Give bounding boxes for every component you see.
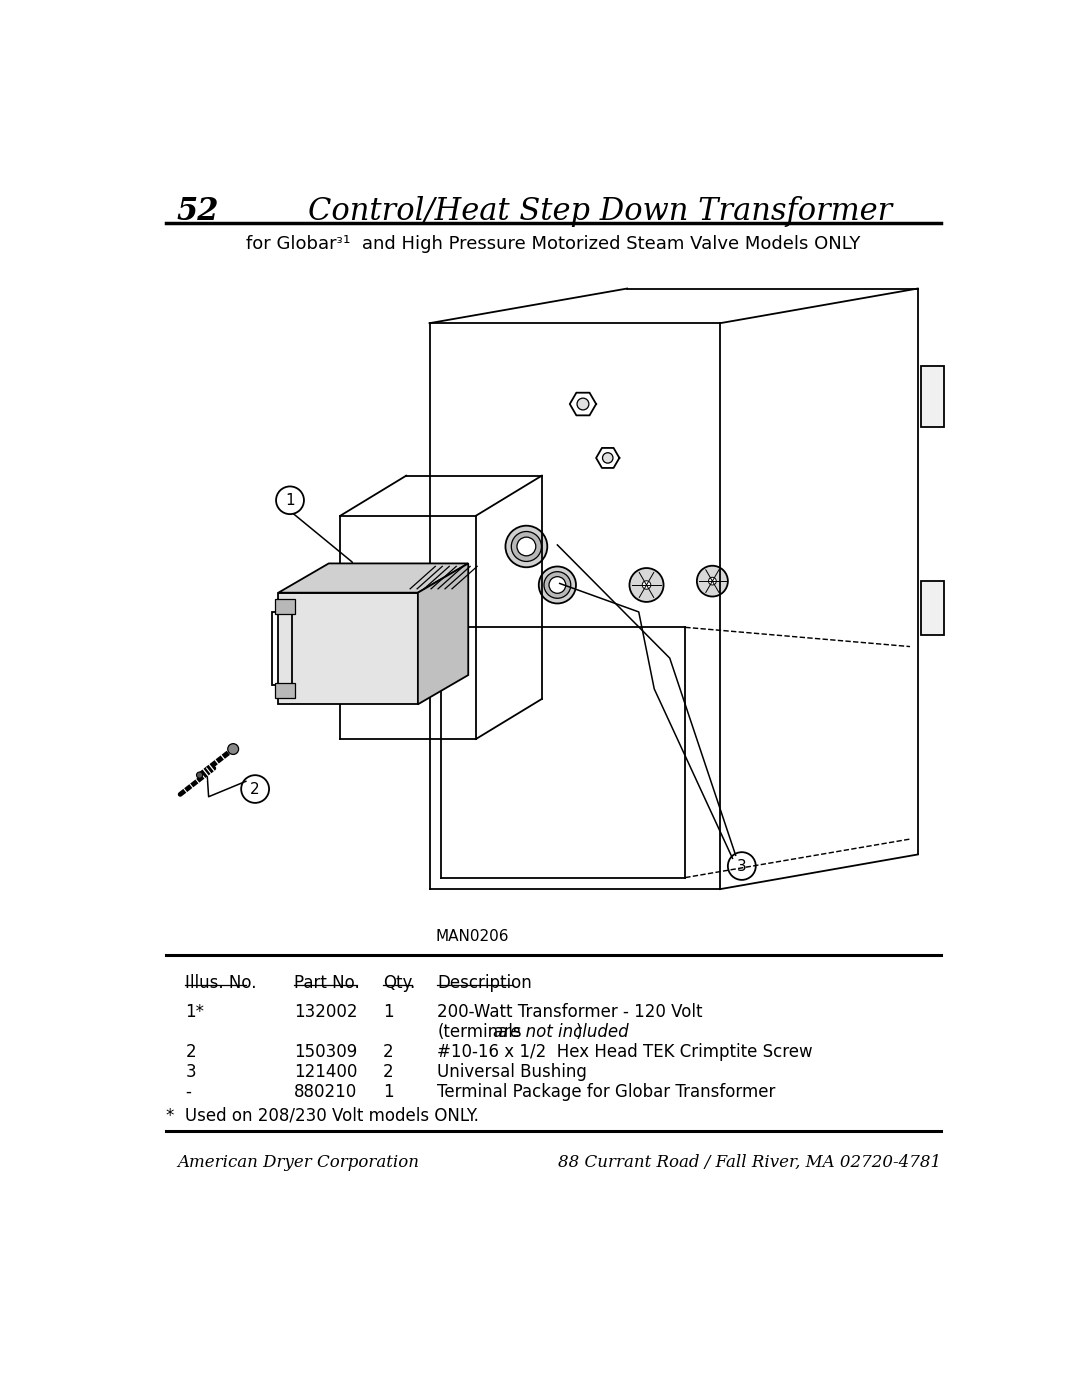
- Circle shape: [228, 743, 239, 754]
- Circle shape: [511, 531, 541, 562]
- Circle shape: [241, 775, 269, 803]
- Text: 88 Currant Road / Fall River, MA 02720-4781: 88 Currant Road / Fall River, MA 02720-4…: [558, 1154, 941, 1171]
- Text: Qty.: Qty.: [383, 974, 415, 992]
- FancyBboxPatch shape: [921, 366, 944, 427]
- Polygon shape: [418, 563, 469, 704]
- Text: 880210: 880210: [294, 1083, 357, 1101]
- Text: 52: 52: [177, 196, 219, 228]
- Text: 1*: 1*: [186, 1003, 204, 1021]
- Circle shape: [643, 581, 651, 590]
- Circle shape: [728, 852, 756, 880]
- Text: ): ): [576, 1023, 582, 1041]
- Circle shape: [544, 571, 570, 598]
- Text: American Dryer Corporation: American Dryer Corporation: [177, 1154, 419, 1171]
- Text: 150309: 150309: [294, 1044, 357, 1062]
- Text: (terminals: (terminals: [437, 1023, 522, 1041]
- Text: Universal Bushing: Universal Bushing: [437, 1063, 588, 1081]
- Circle shape: [549, 577, 566, 594]
- Text: 2: 2: [383, 1063, 393, 1081]
- Polygon shape: [275, 683, 296, 698]
- Text: 2: 2: [251, 781, 260, 796]
- Polygon shape: [279, 563, 469, 592]
- Text: #10-16 x 1/2  Hex Head TEK Crimptite Screw: #10-16 x 1/2 Hex Head TEK Crimptite Scre…: [437, 1044, 813, 1062]
- Text: *  Used on 208/230 Volt models ONLY.: * Used on 208/230 Volt models ONLY.: [166, 1106, 478, 1125]
- Text: -: -: [186, 1083, 191, 1101]
- Circle shape: [517, 536, 536, 556]
- Text: 2: 2: [186, 1044, 195, 1062]
- Circle shape: [276, 486, 303, 514]
- Text: 3: 3: [186, 1063, 195, 1081]
- Text: Terminal Package for Globar Transformer: Terminal Package for Globar Transformer: [437, 1083, 775, 1101]
- Text: 1: 1: [383, 1003, 393, 1021]
- Text: 1: 1: [285, 493, 295, 507]
- Polygon shape: [279, 592, 418, 704]
- Text: 121400: 121400: [294, 1063, 357, 1081]
- Polygon shape: [275, 599, 296, 615]
- Text: Control/Heat Step Down Transformer: Control/Heat Step Down Transformer: [308, 196, 892, 228]
- Circle shape: [630, 569, 663, 602]
- Circle shape: [603, 453, 613, 464]
- Circle shape: [577, 398, 589, 409]
- Circle shape: [197, 773, 203, 778]
- Circle shape: [708, 577, 716, 585]
- Text: for Globarᵌ¹  and High Pressure Motorized Steam Valve Models ONLY: for Globarᵌ¹ and High Pressure Motorized…: [246, 235, 861, 253]
- Text: Description: Description: [437, 974, 532, 992]
- Circle shape: [539, 567, 576, 604]
- Circle shape: [505, 525, 548, 567]
- Text: Part No.: Part No.: [294, 974, 360, 992]
- Text: 1: 1: [383, 1083, 393, 1101]
- Text: Illus. No.: Illus. No.: [186, 974, 257, 992]
- Text: 132002: 132002: [294, 1003, 357, 1021]
- Text: 200-Watt Transformer - 120 Volt: 200-Watt Transformer - 120 Volt: [437, 1003, 703, 1021]
- Text: 3: 3: [737, 859, 746, 873]
- Circle shape: [697, 566, 728, 597]
- FancyBboxPatch shape: [921, 581, 944, 636]
- Text: 2: 2: [383, 1044, 393, 1062]
- Text: are not included: are not included: [494, 1023, 629, 1041]
- Text: MAN0206: MAN0206: [435, 929, 509, 944]
